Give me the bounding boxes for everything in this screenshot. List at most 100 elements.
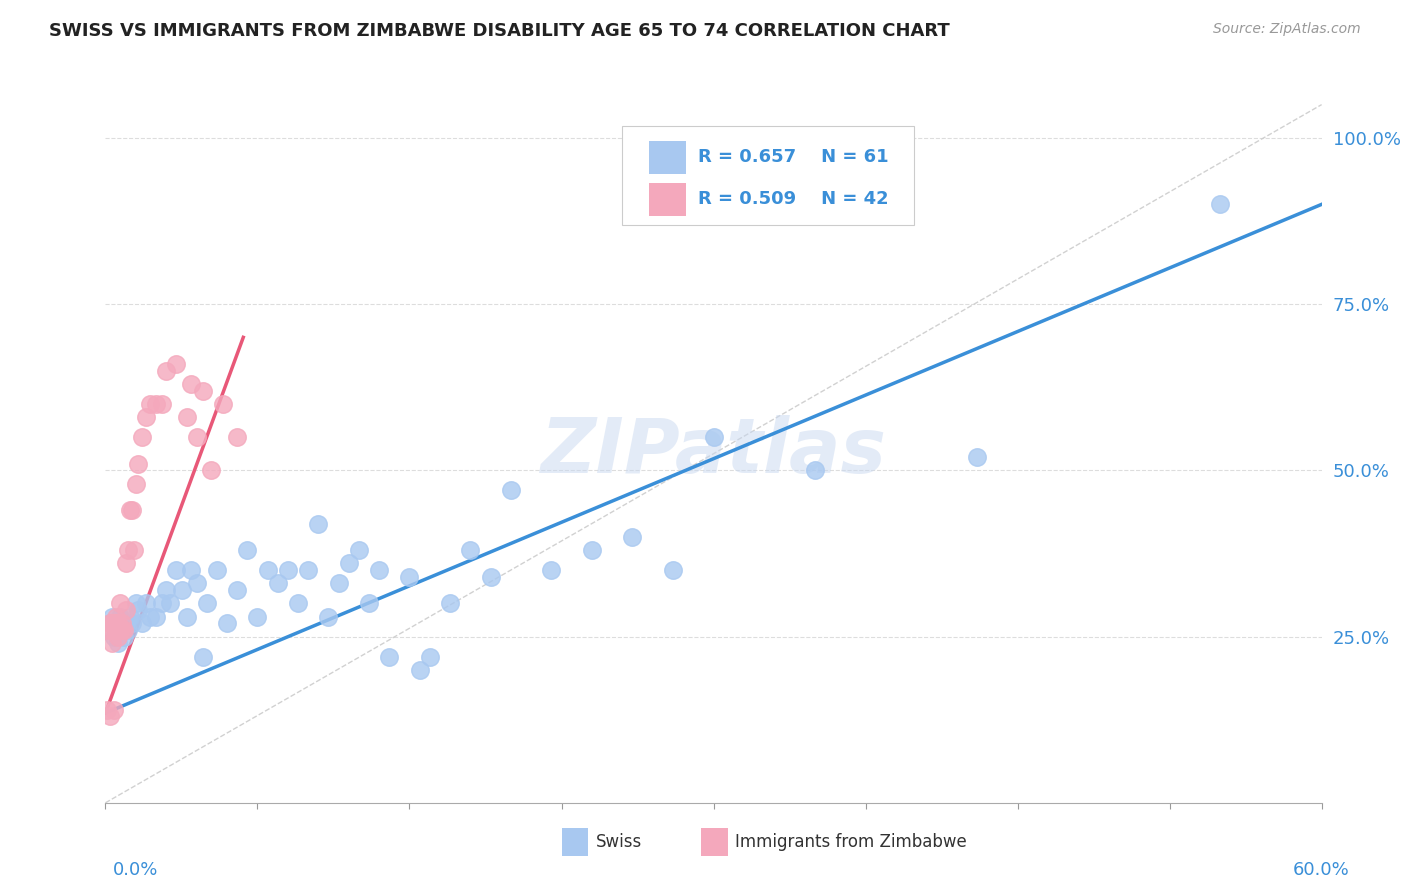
Point [145,609,167,624]
Point [112,623,135,637]
Point [256,563,278,577]
Point [114,616,136,631]
Point [150,596,173,610]
Point [111,623,134,637]
Point [150,397,173,411]
Point [1209,197,1232,211]
Point [117,543,139,558]
Point [131,430,153,444]
Point [98,616,121,631]
Text: R = 0.657    N = 61: R = 0.657 N = 61 [697,148,889,166]
Point [307,516,329,531]
Point [155,582,177,597]
Point [398,570,420,584]
Point [662,563,685,577]
Point [155,363,177,377]
Point [287,596,309,610]
Text: 0.0%: 0.0% [112,861,157,879]
Point [180,376,202,391]
Point [118,503,141,517]
Point [96,623,118,637]
Point [195,596,218,610]
Point [122,543,145,558]
Point [108,623,131,637]
Point [357,596,380,610]
FancyBboxPatch shape [561,829,588,856]
Point [186,430,208,444]
Point [98,709,121,723]
Point [408,663,430,677]
Point [540,563,562,577]
Point [127,457,149,471]
Point [145,397,167,411]
Point [165,357,187,371]
Point [458,543,481,558]
Point [111,623,134,637]
FancyBboxPatch shape [650,141,686,174]
Point [139,609,162,624]
Point [121,503,143,517]
Point [125,476,148,491]
Point [103,616,125,631]
Point [104,616,127,631]
Point [328,576,350,591]
Point [217,616,239,631]
Point [212,397,235,411]
Point [267,576,290,591]
Point [180,563,202,577]
Point [127,603,149,617]
Point [111,616,134,631]
Point [172,582,194,597]
Text: SWISS VS IMMIGRANTS FROM ZIMBABWE DISABILITY AGE 65 TO 74 CORRELATION CHART: SWISS VS IMMIGRANTS FROM ZIMBABWE DISABI… [49,22,950,40]
FancyBboxPatch shape [623,126,914,225]
Point [112,630,135,644]
Point [226,430,249,444]
Point [98,616,121,631]
Point [107,616,129,631]
Point [108,596,131,610]
Point [419,649,441,664]
Point [318,609,340,624]
Point [100,609,122,624]
Point [121,616,143,631]
Point [368,563,391,577]
Point [176,609,198,624]
Point [966,450,988,464]
Point [439,596,461,610]
Text: ZIPatlas: ZIPatlas [540,415,887,489]
Point [108,609,131,624]
Text: Source: ZipAtlas.com: Source: ZipAtlas.com [1213,22,1361,37]
Point [499,483,522,498]
Point [100,623,122,637]
Point [100,636,122,650]
Point [104,623,127,637]
Point [186,576,208,591]
Point [103,630,125,644]
FancyBboxPatch shape [650,183,686,216]
Point [200,463,222,477]
FancyBboxPatch shape [702,829,728,856]
Point [165,563,187,577]
Point [131,616,153,631]
Point [159,596,181,610]
Point [479,570,502,584]
Point [104,623,127,637]
Text: R = 0.509    N = 42: R = 0.509 N = 42 [697,190,889,208]
Point [246,609,269,624]
Point [104,609,127,624]
Point [621,530,644,544]
Point [117,623,139,637]
Point [114,603,136,617]
Point [205,563,228,577]
Point [114,557,136,571]
Point [337,557,360,571]
Point [804,463,827,477]
Point [139,397,162,411]
Point [107,636,129,650]
Point [347,543,370,558]
Point [96,703,118,717]
Point [135,596,157,610]
Point [100,616,122,631]
Point [581,543,603,558]
Point [702,430,725,444]
